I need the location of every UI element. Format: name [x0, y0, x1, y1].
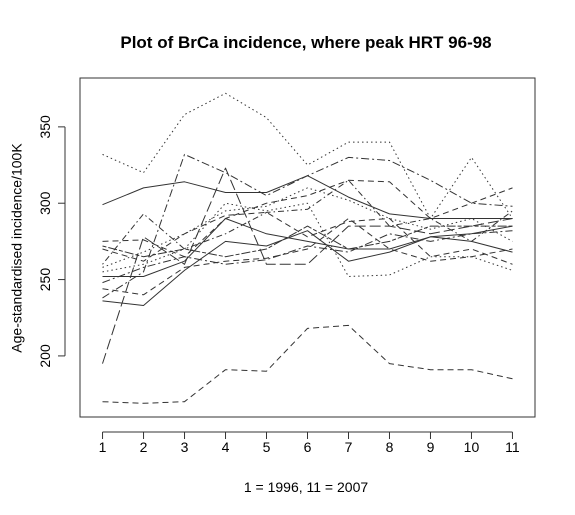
x-tick-label: 3 — [181, 439, 189, 455]
x-tick-label: 9 — [427, 439, 435, 455]
series-line-13 — [102, 187, 513, 268]
x-tick-label: 10 — [464, 439, 480, 455]
x-tick-label: 11 — [505, 439, 520, 455]
x-tick-label: 5 — [263, 439, 271, 455]
series-line-1 — [102, 92, 513, 219]
series-line-14 — [102, 218, 513, 296]
x-tick-label: 1 — [99, 439, 107, 455]
y-axis-label: Age-standardised incidence/100K — [9, 143, 25, 353]
x-axis-label: 1 = 1996, 11 = 2007 — [244, 479, 369, 495]
plot-frame — [79, 77, 536, 418]
series-line-6 — [102, 225, 513, 306]
series-line-9 — [102, 202, 513, 277]
series-line-10 — [102, 211, 513, 265]
series-line-5 — [102, 218, 513, 277]
y-tick-label: 300 — [37, 191, 53, 215]
x-tick-label: 2 — [140, 439, 148, 455]
chart-title: Plot of BrCa incidence, where peak HRT 9… — [120, 33, 491, 52]
series-line-8 — [102, 179, 513, 265]
series-layer — [102, 92, 513, 404]
series-line-11 — [102, 230, 513, 284]
series-line-3 — [102, 153, 513, 299]
x-tick-label: 6 — [304, 439, 312, 455]
y-tick-label: 200 — [37, 344, 53, 368]
x-tick-label: 8 — [386, 439, 394, 455]
x-tick-label: 4 — [222, 439, 230, 455]
series-line-2 — [102, 175, 513, 219]
x-tick-label: 7 — [345, 439, 353, 455]
y-axis: 200 250 300 350 — [37, 115, 66, 368]
x-axis: 1 2 3 4 5 6 7 8 9 10 11 — [99, 431, 520, 455]
y-tick-label: 250 — [37, 268, 53, 292]
y-tick-label: 350 — [37, 115, 53, 139]
series-line-15 — [102, 324, 513, 404]
series-line-4 — [102, 167, 513, 364]
